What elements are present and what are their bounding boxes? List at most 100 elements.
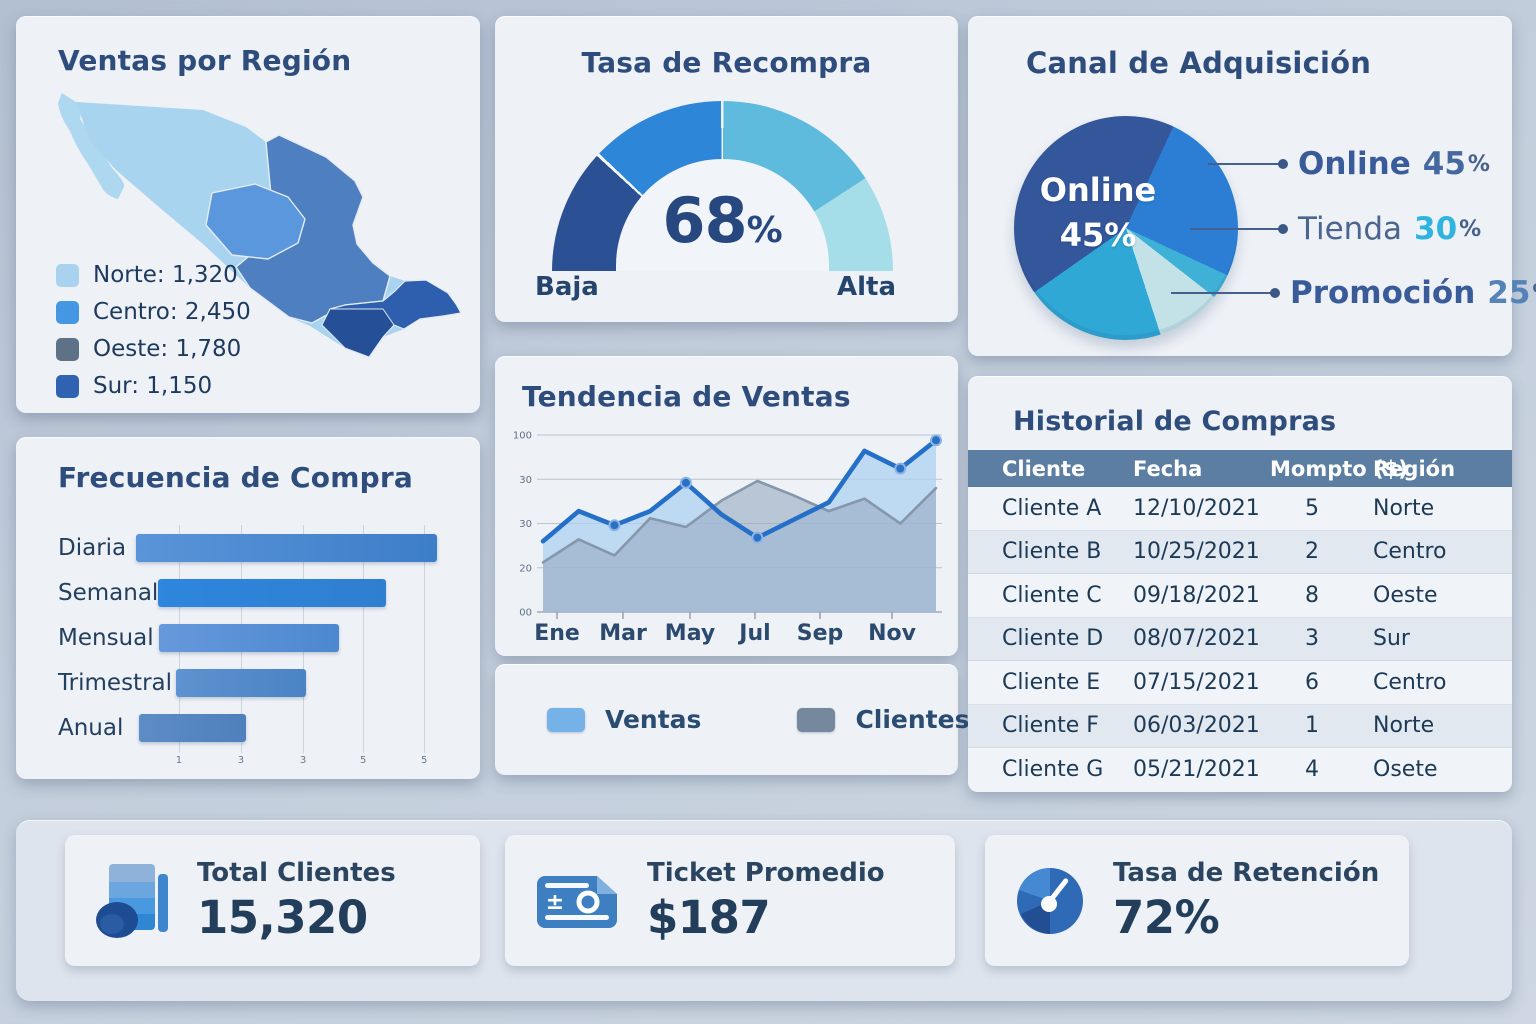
leader-dot xyxy=(1278,159,1288,169)
svg-text:Mar: Mar xyxy=(599,621,647,646)
bar xyxy=(135,534,437,562)
svg-text:May: May xyxy=(665,621,715,646)
legend-text-norte: Norte: 1,320 xyxy=(93,262,238,288)
leader-line xyxy=(1190,224,1288,234)
table-cell: 10/25/2021 xyxy=(1133,539,1260,565)
axis-tick-label: 5 xyxy=(420,755,428,766)
table-row: Cliente G 05/21/2021 4 Osete xyxy=(968,748,1512,792)
bar-label: Trimestral xyxy=(58,670,173,696)
pie-legend-item-promocion: Promoción 25 % xyxy=(1171,273,1536,313)
svg-text:Sep: Sep xyxy=(797,621,844,646)
pie-legend-pct: % xyxy=(1467,151,1490,177)
svg-text:Ene: Ene xyxy=(534,621,580,646)
svg-text:100: 100 xyxy=(513,431,532,442)
svg-text:00: 00 xyxy=(519,608,532,619)
map-legend-item-sur: Sur: 1,150 xyxy=(56,373,251,399)
pie-legend-value: 45 xyxy=(1422,146,1466,182)
map-region-baja xyxy=(58,93,125,199)
table-cell: 1 xyxy=(1305,713,1319,739)
table-cell: Cliente F xyxy=(1002,713,1099,739)
map-legend: Norte: 1,320 Centro: 2,450 Oeste: 1,780 … xyxy=(56,262,251,410)
kpi-value: 15,320 xyxy=(197,890,368,944)
svg-text:30: 30 xyxy=(519,519,532,530)
bar xyxy=(175,669,306,697)
table-cell: Centro xyxy=(1373,669,1447,695)
table-header-region: Región xyxy=(1373,456,1456,481)
card-trend-legend: Ventas Clientes xyxy=(495,664,969,775)
legend-swatch-oeste xyxy=(56,337,79,361)
legend-label-clientes: Clientes xyxy=(855,705,970,734)
legend-swatch-clientes xyxy=(797,707,836,732)
map-legend-item-centro: Centro: 2,450 xyxy=(56,299,251,325)
table-row: Cliente E 07/15/2021 6 Centro xyxy=(968,661,1512,705)
table-cell: Cliente G xyxy=(1002,757,1104,783)
table-cell: 07/15/2021 xyxy=(1133,669,1260,695)
table-header-row: Cliente Fecha Mompto ($) Región xyxy=(968,450,1512,487)
legend-text-centro: Centro: 2,450 xyxy=(93,299,251,325)
bar-track xyxy=(134,533,442,563)
pie-legend-value: 30 xyxy=(1414,211,1458,247)
bar xyxy=(138,714,246,742)
pie-legend-item-online: Online 45 % xyxy=(1208,144,1490,184)
frequency-axis-labels: 1 3 3 5 5 xyxy=(134,755,442,769)
gauge-value-unit: % xyxy=(746,210,783,251)
map-region-centro xyxy=(205,183,306,260)
pie-legend-name: Tienda xyxy=(1298,211,1402,247)
pie-legend-item-tienda: Tienda 30 % xyxy=(1190,209,1481,249)
svg-text:±: ± xyxy=(546,890,564,915)
kpi-text: Total Clientes 15,320 xyxy=(197,858,396,944)
bar-row: Semanal xyxy=(58,578,464,608)
table-cell: 8 xyxy=(1305,582,1319,608)
bar-row: Anual xyxy=(58,713,464,743)
bar-track xyxy=(134,578,442,608)
legend-text-sur: Sur: 1,150 xyxy=(93,373,213,399)
table-cell: Norte xyxy=(1373,713,1435,739)
table-cell: 5 xyxy=(1305,495,1319,521)
card-frecuencia-de-compra: Frecuencia de Compra Diaria Semanal Mensua… xyxy=(16,437,480,779)
kpi-card-tasa-de-retencion: Tasa de Retención 72% xyxy=(985,835,1409,966)
card-tasa-de-recompra: Tasa de Recompra 68% Baja Alta xyxy=(495,16,958,322)
gauge-dial-icon xyxy=(1017,867,1083,934)
table-cell: Cliente C xyxy=(1002,582,1102,608)
pie-center-label: Online 45% xyxy=(1028,168,1168,258)
table-cell: Osete xyxy=(1373,757,1438,783)
table-cell: Cliente B xyxy=(1002,539,1102,565)
pie-legend-pct: % xyxy=(1459,216,1482,242)
legend-item-ventas: Ventas xyxy=(547,705,701,734)
svg-text:30: 30 xyxy=(519,475,532,486)
gauge-label-baja: Baja xyxy=(535,272,599,302)
card-title-table: Historial de Compras xyxy=(1013,406,1337,437)
axis-tick-label: 3 xyxy=(299,755,307,766)
table-row: Cliente C 09/18/2021 8 Oeste xyxy=(968,574,1512,618)
legend-label-ventas: Ventas xyxy=(605,705,702,734)
bar-label: Semanal xyxy=(58,580,159,606)
bar-row: Mensual xyxy=(58,623,464,653)
kpi-text: Ticket Promedio $187 xyxy=(647,858,885,944)
table-cell: 4 xyxy=(1305,757,1319,783)
kpi-strip: Total Clientes 15,320 ± Ticket Promedio … xyxy=(16,820,1512,1001)
leader-dot xyxy=(1278,224,1288,234)
table-row: Cliente D 08/07/2021 3 Sur xyxy=(968,617,1512,661)
bar xyxy=(158,579,386,607)
kpi-value: 72% xyxy=(1113,890,1220,944)
clients-bars-icon xyxy=(96,863,168,938)
table-header-cliente: Cliente xyxy=(1002,456,1086,481)
map-region-noreste xyxy=(235,134,391,324)
pie-legend-value: 25 xyxy=(1487,275,1531,311)
kpi-label: Ticket Promedio xyxy=(647,857,885,888)
table-cell: 2 xyxy=(1305,539,1319,565)
gauge-label-alta: Alta xyxy=(836,272,896,302)
axis-tick-label: 5 xyxy=(359,755,367,766)
table-cell: 08/07/2021 xyxy=(1133,626,1260,652)
table-cell: Cliente D xyxy=(1002,626,1104,652)
card-title-trend: Tendencia de Ventas xyxy=(522,380,851,413)
legend-text-oeste: Oeste: 1,780 xyxy=(93,336,242,362)
table-header-monto: Mompto ($) xyxy=(1270,456,1408,481)
axis-tick-label: 3 xyxy=(237,755,245,766)
table-header-fecha: Fecha xyxy=(1133,456,1203,481)
kpi-value: $187 xyxy=(647,890,771,944)
card-canal-de-adquisicion: Canal de Adquisición Online 45% Online 4… xyxy=(968,16,1536,356)
purchase-table-body: Cliente A 12/10/2021 5 Norte Cliente B 10/25/… xyxy=(968,487,1512,792)
bar-label: Diaria xyxy=(58,535,127,561)
card-title-gauge: Tasa de Recompra xyxy=(581,46,872,79)
